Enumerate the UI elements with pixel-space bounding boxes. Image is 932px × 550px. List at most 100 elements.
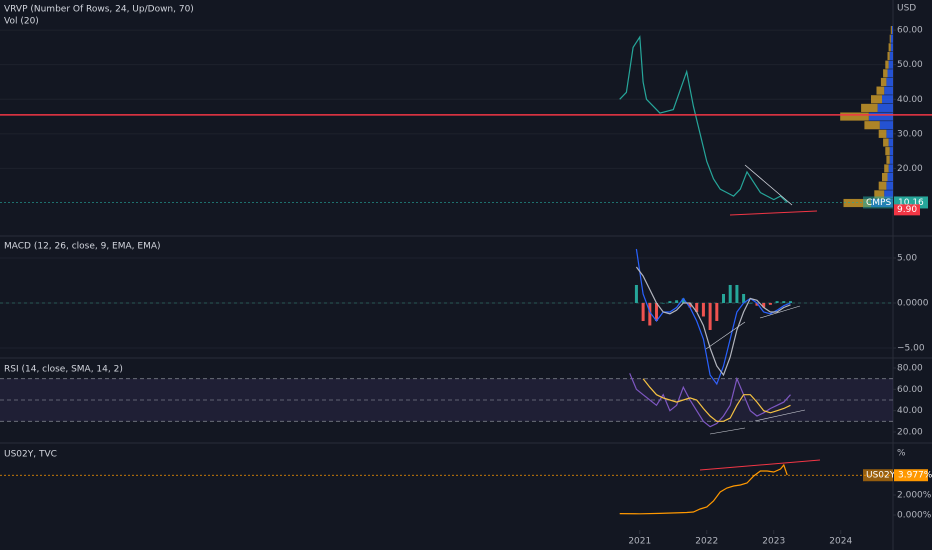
rsi-trendline: [709, 427, 746, 435]
y-tick-label: 20.00: [897, 164, 923, 174]
histogram-bar: [768, 302, 772, 305]
volume-profile-down: [840, 112, 869, 121]
price-tag: [894, 469, 928, 482]
histogram-bar: [722, 293, 726, 303]
low-tag-label: 9.90: [897, 205, 917, 215]
volume-profile-down: [878, 181, 887, 190]
support-trendline: [729, 210, 818, 216]
volume-profile-down: [889, 34, 891, 43]
series-line: [619, 463, 788, 515]
histogram-bar: [789, 301, 793, 303]
pane-title: VRVP (Number Of Rows, 24, Up/Down, 70): [4, 5, 194, 15]
series-line: [635, 248, 791, 386]
volume-profile-up: [884, 190, 893, 199]
low-tag: [894, 204, 920, 216]
histogram-bar: [681, 298, 685, 303]
y-tick-label: 2.000%: [897, 491, 932, 501]
volume-profile-up: [889, 155, 893, 164]
symbol-tag: [863, 469, 893, 482]
histogram-bar: [715, 302, 719, 321]
histogram-bar: [728, 284, 732, 303]
volume-profile-up: [886, 129, 893, 138]
volume-profile-down: [876, 86, 885, 95]
rsi-trendline: [754, 409, 806, 422]
y-tick-label: 0.000%: [897, 511, 932, 521]
pane-title: US02Y, TVC: [4, 450, 57, 460]
yield-trendline: [699, 459, 821, 471]
x-tick-label: 2022: [695, 537, 718, 547]
histogram-bar: [742, 293, 746, 303]
volume-profile-down: [883, 138, 889, 147]
y-tick-label: 20.00: [897, 428, 923, 438]
x-tick-label: 2023: [762, 537, 785, 547]
volume-profile-up: [879, 121, 893, 130]
volume-profile-down: [880, 77, 887, 87]
y-tick-label: 40.00: [897, 406, 923, 416]
volume-profile-down: [887, 51, 890, 61]
volume-profile-down: [874, 190, 885, 199]
volume-profile-up: [886, 181, 893, 190]
pane-subtitle: Vol (20): [4, 17, 39, 27]
series-line: [635, 266, 791, 377]
volume-profile-up: [887, 172, 893, 182]
volume-profile-down: [861, 103, 878, 112]
volume-profile-down: [882, 172, 888, 182]
histogram-bar: [675, 300, 679, 303]
histogram-bar: [708, 302, 712, 330]
x-tick-label: 2021: [628, 537, 651, 547]
histogram-bar: [748, 302, 752, 304]
histogram-bar: [755, 302, 759, 306]
y-tick-label: 60.00: [897, 26, 923, 36]
volume-profile-up: [889, 51, 893, 61]
y-tick-label: 60.00: [897, 385, 923, 395]
volume-profile-up: [882, 95, 893, 104]
macd-trendline: [759, 305, 801, 319]
volume-profile-up: [884, 86, 893, 95]
pane-title: RSI (14, close, SMA, 14, 2): [4, 365, 123, 375]
x-tick-label: 2024: [829, 537, 852, 547]
volume-profile-up: [886, 77, 893, 87]
symbol-tag-label: CMPS: [866, 198, 891, 208]
symbol-tag: [863, 196, 893, 209]
volume-profile-down: [885, 147, 890, 156]
histogram-bar: [661, 302, 665, 304]
y-tick-label: 50.00: [897, 60, 923, 70]
pane-title: MACD (12, 26, close, 9, EMA, EMA): [4, 242, 161, 252]
volume-profile-down: [878, 129, 887, 138]
symbol-tag-label: US02Y: [866, 471, 896, 481]
triangle-trendline: [744, 164, 793, 206]
volume-profile-up: [888, 60, 893, 69]
volume-profile-up: [891, 26, 893, 35]
volume-profile-up: [887, 69, 893, 78]
histogram-bar: [641, 302, 645, 321]
histogram-bar: [782, 301, 786, 303]
histogram-bar: [775, 301, 779, 303]
volume-profile-up: [868, 112, 893, 121]
volume-profile-up: [888, 164, 893, 173]
price-tag-label: 3.977%: [898, 471, 932, 481]
y-tick-label: 0.0000: [897, 298, 929, 308]
histogram-bar: [668, 301, 672, 303]
volume-profile-down: [883, 69, 888, 78]
price-tag-label: 10.16: [898, 198, 924, 208]
histogram-bar: [648, 302, 652, 326]
y-tick-label: 5.00: [897, 253, 917, 263]
volume-profile-up: [888, 138, 893, 147]
volume-profile-down: [871, 95, 882, 104]
volume-profile-down: [885, 60, 889, 69]
y-tick-label: 80.00: [897, 364, 923, 374]
series-line: [629, 373, 791, 428]
volume-profile-down: [864, 121, 880, 130]
volume-profile-up: [877, 103, 893, 112]
histogram-bar: [695, 302, 699, 312]
volume-profile-down: [886, 155, 890, 164]
y-tick-label: −5.00: [897, 343, 925, 353]
series-line: [642, 378, 791, 422]
volume-profile-down: [884, 164, 889, 173]
histogram-bar: [701, 302, 705, 317]
volume-profile-up: [890, 43, 893, 52]
macd-trendline: [705, 321, 746, 350]
volume-profile-up: [889, 147, 893, 156]
y-tick-label: 40.00: [897, 95, 923, 105]
